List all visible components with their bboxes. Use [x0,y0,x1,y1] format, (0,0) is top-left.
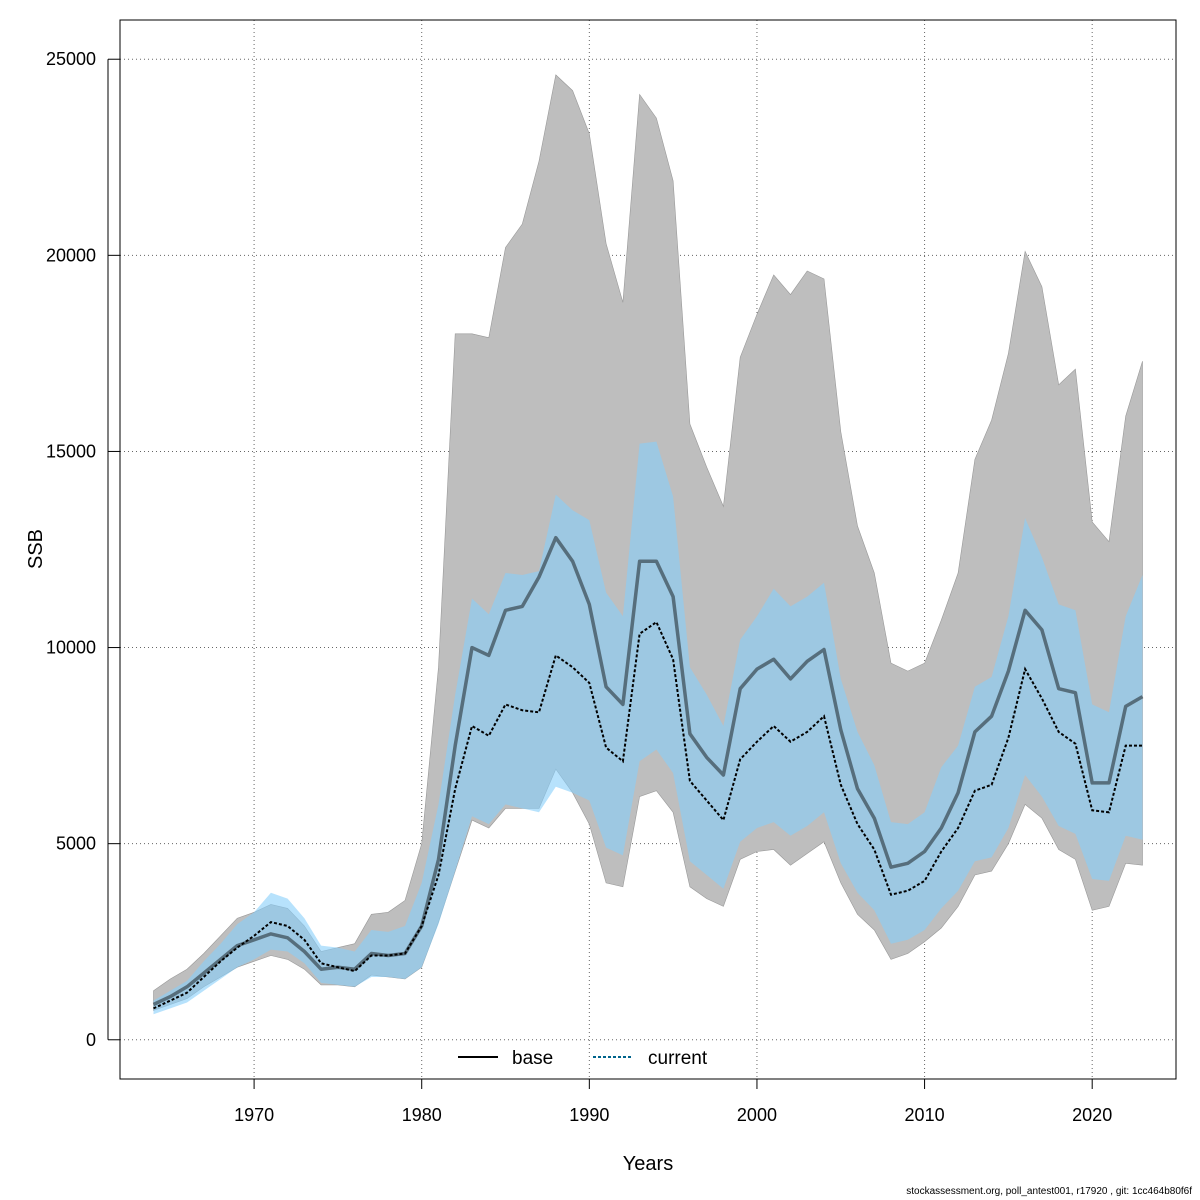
x-tick-label: 1980 [402,1105,442,1125]
x-axis: 1970 1980 1990 2000 2010 2020 [234,1078,1112,1125]
credit-text: stockassessment.org, poll_antest001, r17… [906,1186,1192,1197]
series-lines [152,535,1144,1010]
current-line [153,620,1143,1010]
y-tick-label: 0 [86,1030,96,1050]
legend-current-label: current [648,1048,708,1069]
y-tick-label: 5000 [56,834,96,854]
legend-base-label: base [512,1048,553,1069]
base-line [152,535,1144,1007]
confidence-bands [153,74,1143,1015]
x-tick-label: 2020 [1072,1105,1112,1125]
y-tick-label: 10000 [46,638,96,658]
y-tick-label: 20000 [46,245,96,265]
legend: base current [458,1048,708,1069]
x-tick-label: 1970 [234,1105,274,1125]
y-tick-label: 15000 [46,441,96,461]
x-tick-label: 1990 [569,1105,609,1125]
x-tick-label: 2010 [905,1105,945,1125]
x-tick-label: 2000 [737,1105,777,1125]
y-tick-label: 25000 [46,49,96,69]
y-axis: 0 5000 10000 15000 20000 25000 [46,49,120,1050]
x-axis-label: Years [623,1153,673,1175]
y-axis-label: SSB [25,529,47,569]
current-confidence-band [153,441,1143,1015]
